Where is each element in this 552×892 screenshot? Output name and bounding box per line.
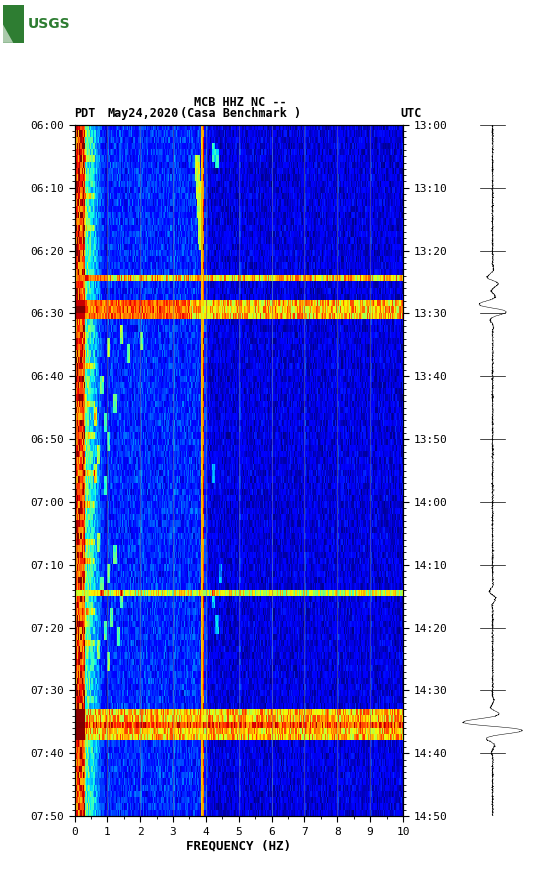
Bar bbox=[3, 5, 24, 43]
Polygon shape bbox=[3, 24, 13, 43]
Text: May24,2020: May24,2020 bbox=[108, 106, 179, 120]
Text: UTC: UTC bbox=[401, 106, 422, 120]
Text: (Casa Benchmark ): (Casa Benchmark ) bbox=[179, 106, 301, 120]
Text: USGS: USGS bbox=[28, 17, 70, 31]
X-axis label: FREQUENCY (HZ): FREQUENCY (HZ) bbox=[186, 839, 291, 853]
Text: MCB HHZ NC --: MCB HHZ NC -- bbox=[194, 95, 286, 109]
Text: PDT: PDT bbox=[75, 106, 96, 120]
